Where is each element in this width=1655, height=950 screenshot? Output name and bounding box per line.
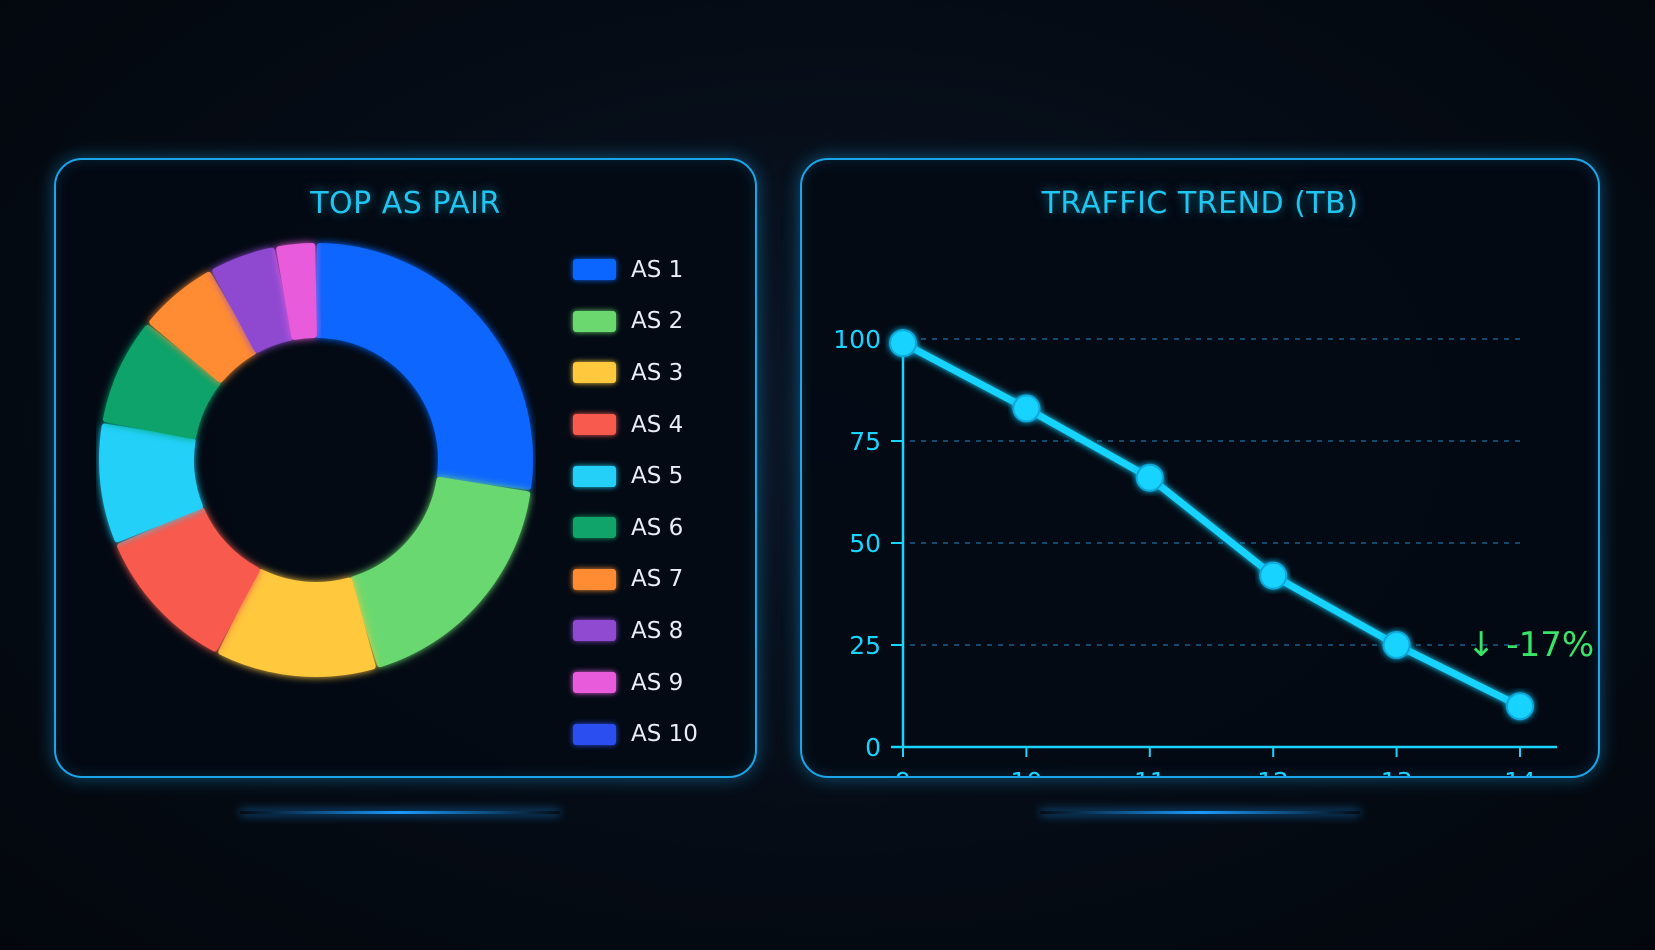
- donut-segment-as-3: [218, 569, 376, 677]
- donut-segment-as-8: [212, 247, 294, 353]
- legend-item-as-5: AS 5: [573, 450, 698, 502]
- traffic-trend-line: [899, 339, 1524, 710]
- donut-segment-as-7: [149, 271, 257, 383]
- data-point-x10: [1012, 394, 1041, 423]
- x-tick-label-12: 12: [1257, 767, 1289, 776]
- donut-segment-as-2: [350, 476, 531, 668]
- legend-swatch: [573, 517, 616, 539]
- data-point-x13: [1382, 631, 1411, 659]
- legend-label: AS 6: [631, 514, 684, 541]
- line-chart: 0 25 50 75 100 9 10 11 12 13 14 ↓ -17%: [833, 325, 1594, 776]
- legend-label: AS 1: [631, 256, 684, 283]
- x-tick-label-10: 10: [1010, 767, 1042, 776]
- legend-label: AS 5: [631, 463, 684, 490]
- legend-label: AS 10: [631, 721, 698, 748]
- x-tick-label-9: 9: [895, 767, 911, 776]
- legend-item-as-4: AS 4: [573, 399, 698, 451]
- traffic-trend-panel: TRAFFIC TREND (TB) 0 25 50 75 100 9 10 11 12 13 14…: [800, 158, 1600, 778]
- donut-segment-as-9: [276, 243, 317, 340]
- legend-swatch: [573, 414, 616, 436]
- legend-item-as-9: AS 9: [573, 657, 698, 709]
- legend-swatch: [573, 672, 616, 694]
- legend-item-as-3: AS 3: [573, 347, 698, 399]
- legend-label: AS 7: [631, 566, 684, 593]
- legend-swatch: [573, 620, 616, 642]
- left-glow-line: [240, 811, 560, 814]
- donut-chart-title: TOP AS PAIR: [310, 186, 501, 221]
- legend-swatch: [573, 259, 616, 281]
- data-point-x9: [889, 329, 917, 358]
- donut-chart: [99, 243, 533, 677]
- legend-label: AS 9: [631, 669, 684, 696]
- donut-segment-as-1: [315, 243, 533, 490]
- y-tick-label-0: 0: [865, 733, 881, 762]
- legend-item-as-8: AS 8: [573, 605, 698, 657]
- legend-swatch: [573, 362, 616, 384]
- legend-swatch: [573, 723, 616, 745]
- legend-item-as-2: AS 2: [573, 296, 698, 348]
- legend-item-as-10: AS 10: [573, 708, 698, 760]
- legend-swatch: [573, 310, 616, 332]
- data-point-x11: [1135, 463, 1164, 492]
- legend-item-as-1: AS 1: [573, 244, 698, 296]
- y-tick-label-25: 25: [849, 631, 881, 660]
- x-tick-label-13: 13: [1381, 767, 1413, 776]
- data-point-x14: [1506, 692, 1534, 721]
- legend-item-as-6: AS 6: [573, 502, 698, 554]
- line-chart-title: TRAFFIC TREND (TB): [1041, 186, 1359, 221]
- legend-item-as-7: AS 7: [573, 554, 698, 606]
- legend-label: AS 3: [631, 359, 684, 386]
- trend-change-annotation: ↓ -17%: [1467, 625, 1594, 665]
- data-point-x12: [1259, 561, 1288, 590]
- legend-label: AS 8: [631, 617, 684, 644]
- donut-segment-as-6: [102, 324, 221, 440]
- x-tick-label-11: 11: [1134, 767, 1166, 776]
- y-tick-label-75: 75: [849, 427, 881, 456]
- donut-segment-as-5: [99, 423, 203, 543]
- x-tick-label-14: 14: [1504, 767, 1536, 776]
- legend-swatch: [573, 568, 616, 590]
- donut-legend: AS 1 AS 2 AS 3 AS 4 AS 5 AS 6 AS 7 AS 8 AS 9 AS 1…: [573, 244, 698, 760]
- y-tick-label-100: 100: [833, 325, 881, 354]
- legend-label: AS 4: [631, 411, 684, 438]
- legend-label: AS 2: [631, 308, 684, 335]
- legend-swatch: [573, 465, 616, 487]
- y-tick-label-50: 50: [849, 529, 881, 558]
- donut-segment-as-4: [117, 507, 260, 652]
- top-as-pair-panel: TOP AS PAIR AS 1 AS 2 AS 3 AS 4 AS 5 AS 6 AS 7…: [54, 158, 757, 778]
- right-glow-line: [1040, 811, 1360, 814]
